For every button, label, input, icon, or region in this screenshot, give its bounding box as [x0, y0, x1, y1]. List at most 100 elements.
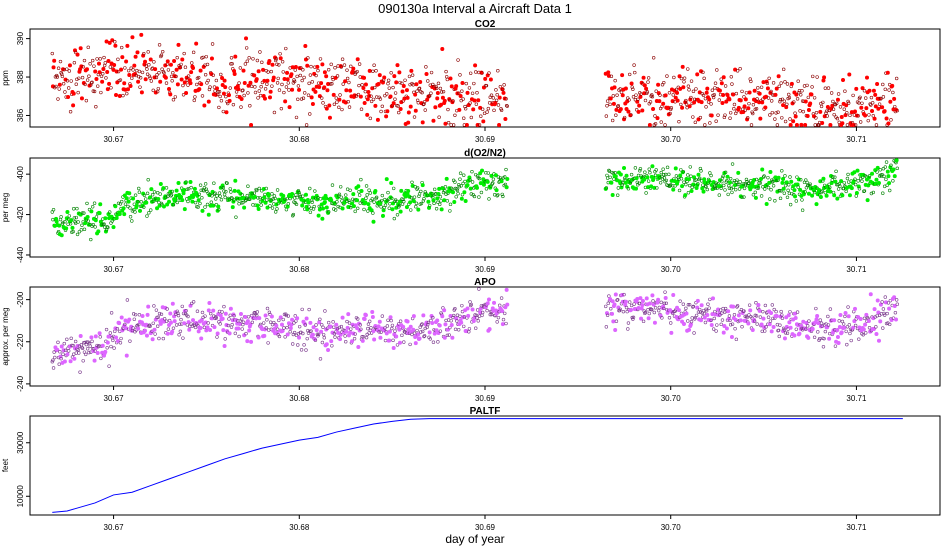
data-point — [231, 102, 236, 107]
data-point — [256, 335, 261, 340]
data-point — [882, 313, 887, 317]
data-point — [818, 109, 823, 114]
data-point — [225, 181, 229, 185]
data-point — [255, 310, 260, 314]
data-point — [86, 219, 90, 223]
data-point — [878, 319, 883, 324]
data-point — [111, 338, 115, 343]
data-point — [864, 96, 868, 100]
data-point — [223, 85, 228, 90]
data-point — [776, 74, 781, 79]
data-point — [768, 113, 772, 117]
data-point — [812, 335, 817, 339]
data-point — [292, 79, 297, 84]
data-point — [754, 314, 759, 318]
data-point — [743, 318, 748, 323]
data-point — [289, 72, 294, 77]
data-point — [713, 186, 718, 191]
data-point — [786, 188, 790, 193]
data-point — [628, 307, 633, 312]
data-point — [369, 208, 374, 213]
data-point — [728, 176, 733, 181]
data-point — [659, 300, 663, 305]
data-point — [380, 213, 385, 218]
data-point — [364, 184, 369, 188]
data-point — [678, 299, 682, 303]
data-point — [73, 48, 78, 53]
data-point — [308, 73, 313, 77]
data-point — [222, 78, 227, 83]
data-point — [828, 123, 833, 128]
data-point — [252, 191, 256, 195]
data-point — [313, 189, 317, 193]
data-point — [248, 104, 252, 108]
data-point — [751, 193, 756, 197]
data-point — [147, 211, 151, 215]
data-point — [876, 106, 881, 111]
data-point — [884, 177, 888, 182]
data-point — [458, 171, 463, 175]
data-point — [748, 77, 752, 81]
data-point — [615, 93, 619, 97]
data-point — [255, 58, 260, 63]
data-point — [737, 187, 742, 191]
data-point — [687, 327, 692, 332]
data-point — [171, 98, 176, 102]
data-point — [347, 321, 352, 325]
data-point — [375, 117, 380, 122]
data-point — [94, 105, 98, 109]
data-point — [153, 67, 158, 72]
data-point — [364, 335, 369, 340]
data-point — [336, 204, 340, 209]
data-point — [881, 191, 885, 195]
data-point — [707, 97, 712, 102]
data-point — [353, 209, 357, 214]
data-point — [346, 99, 350, 104]
data-point — [671, 93, 675, 97]
data-point — [759, 194, 764, 198]
data-point — [758, 116, 763, 121]
data-point — [267, 95, 272, 100]
data-point — [345, 199, 349, 203]
data-point — [448, 98, 452, 103]
data-point — [454, 316, 459, 321]
data-point — [448, 76, 453, 81]
data-point — [730, 82, 734, 86]
data-point — [308, 186, 312, 191]
data-point — [317, 85, 322, 90]
data-point — [458, 314, 462, 319]
data-point — [133, 193, 138, 197]
data-point — [384, 177, 389, 182]
data-point — [864, 331, 868, 335]
data-point — [344, 339, 348, 344]
data-point — [294, 202, 299, 207]
data-point — [109, 86, 113, 90]
data-point — [894, 298, 899, 302]
data-point — [80, 223, 84, 227]
data-point — [181, 83, 185, 88]
data-point — [631, 95, 636, 99]
data-point — [247, 56, 251, 60]
data-point — [405, 319, 410, 324]
data-point — [93, 218, 98, 223]
data-point — [348, 188, 352, 192]
data-point — [191, 300, 196, 304]
data-point — [161, 336, 166, 341]
data-point — [699, 318, 704, 323]
data-point — [833, 344, 838, 348]
data-point — [691, 304, 696, 309]
data-point — [284, 313, 289, 318]
data-point — [147, 74, 152, 78]
data-point — [725, 93, 730, 98]
data-point — [766, 315, 771, 319]
data-point — [732, 107, 736, 111]
data-point — [487, 197, 491, 201]
data-point — [223, 195, 227, 200]
data-point — [874, 177, 879, 182]
data-point — [463, 107, 468, 111]
data-point — [297, 193, 302, 197]
x-tick-label: 30.68 — [289, 523, 310, 532]
data-point — [270, 62, 275, 67]
data-point — [496, 175, 501, 179]
data-point — [137, 313, 142, 317]
